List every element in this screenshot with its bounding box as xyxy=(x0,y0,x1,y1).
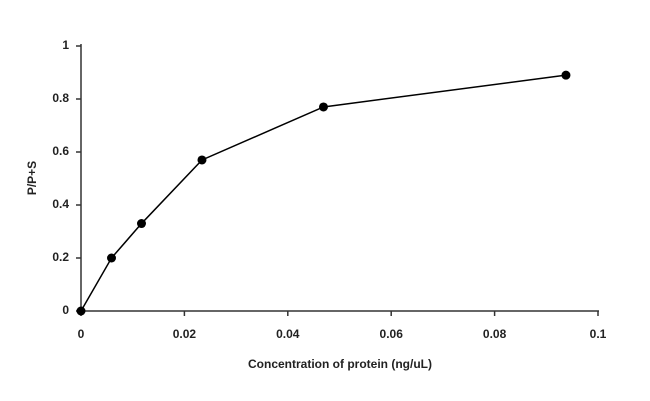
x-tick-label: 0.08 xyxy=(483,327,507,341)
y-tick-label: 1 xyxy=(62,38,69,52)
data-point xyxy=(197,155,207,165)
x-tick-label: 0.02 xyxy=(173,327,197,341)
x-tick-label: 0.1 xyxy=(590,327,607,341)
y-tick-label: 0.2 xyxy=(52,250,69,264)
data-point xyxy=(76,306,86,316)
y-axis-label: P/P+S xyxy=(25,161,39,195)
y-tick-label: 0.8 xyxy=(52,91,69,105)
data-point xyxy=(107,253,117,263)
x-tick-label: 0.06 xyxy=(380,327,404,341)
data-point xyxy=(318,102,328,112)
x-axis-label: Concentration of protein (ng/uL) xyxy=(248,357,432,371)
data-point xyxy=(561,70,571,80)
y-tick-label: 0.6 xyxy=(52,144,69,158)
x-tick-label: 0.04 xyxy=(276,327,300,341)
series-line xyxy=(80,74,567,312)
data-point xyxy=(136,219,146,229)
y-tick-label: 0 xyxy=(62,303,69,317)
x-tick-label: 0 xyxy=(78,327,85,341)
y-tick-label: 0.4 xyxy=(52,197,69,211)
